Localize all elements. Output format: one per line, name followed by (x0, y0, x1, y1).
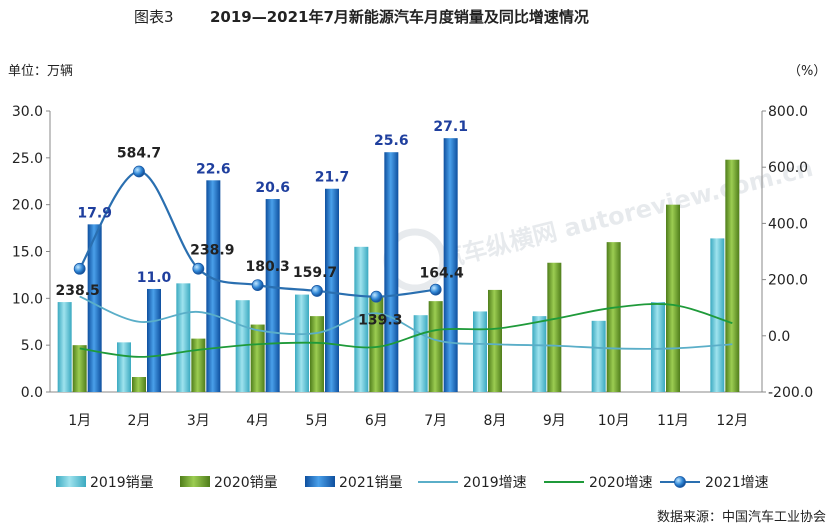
line-value-label: 164.4 (420, 266, 465, 282)
left-tick-label: 30.0 (12, 104, 43, 120)
bar-value-label: 17.9 (77, 205, 112, 221)
x-tick-label: 8月 (484, 413, 507, 429)
legend-label: 2021增速 (705, 475, 769, 491)
bar (206, 180, 221, 392)
right-tick-label: 400.0 (768, 216, 808, 232)
legend-label: 2021销量 (339, 475, 403, 491)
legend-label: 2020销量 (214, 475, 278, 491)
bar (310, 316, 324, 392)
line-marker (133, 165, 145, 178)
line-value-label: 180.3 (246, 259, 290, 275)
bar (57, 302, 72, 392)
data-source: 数据来源：中国汽车工业协会 (657, 509, 826, 525)
lines (73, 165, 733, 358)
legend-swatch (305, 476, 335, 487)
left-tick-label: 25.0 (12, 151, 43, 167)
left-unit-label: 单位：万辆 (8, 64, 73, 79)
bar (265, 199, 280, 392)
left-tick-label: 15.0 (12, 245, 43, 261)
left-tick-label: 5.0 (21, 338, 43, 354)
line-marker (429, 283, 442, 296)
line-value-label: 584.7 (117, 145, 161, 161)
right-tick-label: 200.0 (768, 273, 808, 289)
bar (147, 288, 161, 392)
axes: 0.0 5.0 10.0 15.0 20.0 25.0 30.0 -200.0 0.0 200.0… (12, 104, 813, 429)
legend-label: 2019销量 (90, 475, 154, 491)
legend-swatch (180, 476, 210, 487)
x-tick-label: 4月 (246, 413, 269, 429)
x-tick-label: 9月 (543, 413, 566, 429)
legend-swatch (56, 476, 86, 487)
x-tick-label: 12月 (716, 413, 748, 429)
line-value-label: 238.9 (190, 243, 234, 259)
series-line (79, 303, 733, 358)
bar (325, 188, 339, 392)
line-marker (73, 262, 86, 275)
legend: 2019销量 2020销量 2021销量 2019增速 2020增速 2021增速 (56, 475, 769, 491)
bar (191, 338, 206, 392)
bar (725, 159, 740, 392)
x-tick-label: 3月 (187, 413, 210, 429)
bar (666, 204, 680, 392)
line-marker (311, 285, 323, 297)
right-tick-label: -200.0 (768, 385, 813, 401)
bar (369, 296, 384, 392)
figure-number: 图表3 (134, 8, 174, 26)
x-tick-label: 7月 (424, 413, 447, 429)
bar (547, 262, 562, 392)
legend-marker (674, 476, 686, 488)
x-tick-label: 1月 (68, 413, 91, 429)
x-tick-label: 6月 (365, 413, 388, 429)
bar-value-label: 11.0 (137, 270, 172, 286)
bar (651, 302, 665, 392)
line-marker (251, 279, 264, 292)
line-value-label: 159.7 (293, 265, 337, 281)
bars (57, 138, 740, 392)
right-tick-label: 0.0 (768, 329, 790, 345)
bar (532, 316, 547, 392)
bar (428, 301, 443, 392)
bar (176, 283, 191, 392)
bar-value-label: 27.1 (433, 119, 468, 135)
watermark-text: 汽车纵横网 autoreview.com.cn (437, 154, 816, 274)
chart-title: 2019—2021年7月新能源汽车月度销量及同比增速情况 (210, 8, 589, 26)
bar-value-label: 25.6 (374, 133, 409, 149)
bar (473, 311, 487, 392)
x-tick-label: 2月 (128, 413, 151, 429)
bar (591, 320, 606, 392)
bar-value-label: 21.7 (315, 170, 350, 186)
left-tick-label: 10.0 (12, 291, 43, 307)
line-marker (192, 262, 205, 275)
x-tick-label: 11月 (657, 413, 689, 429)
bar (354, 246, 369, 392)
data-labels: 17.9 11.0 22.6 20.6 21.7 25.6 27.1 238.5 584.7 23… (56, 119, 468, 328)
left-tick-label: 0.0 (21, 385, 43, 401)
line-marker (370, 290, 383, 303)
series-line (79, 295, 733, 350)
x-tick-label: 5月 (306, 413, 329, 429)
line-value-label: 139.3 (358, 313, 402, 329)
bar (488, 289, 502, 392)
bar (606, 242, 621, 392)
right-tick-label: 600.0 (768, 160, 808, 176)
bar (117, 342, 131, 392)
bar (250, 324, 265, 392)
right-tick-label: 800.0 (768, 104, 808, 120)
bar (710, 238, 725, 392)
bar-value-label: 20.6 (255, 180, 290, 196)
bar (384, 152, 399, 392)
bar-value-label: 22.6 (196, 161, 231, 177)
bar (413, 315, 428, 392)
bar (72, 345, 87, 392)
legend-label: 2020增速 (589, 475, 653, 491)
x-tick-label: 10月 (598, 413, 630, 429)
legend-label: 2019增速 (463, 475, 527, 491)
right-unit-label: （%） (788, 64, 826, 79)
left-tick-label: 20.0 (12, 198, 43, 214)
line-value-label: 238.5 (56, 283, 100, 299)
bar (132, 377, 146, 392)
